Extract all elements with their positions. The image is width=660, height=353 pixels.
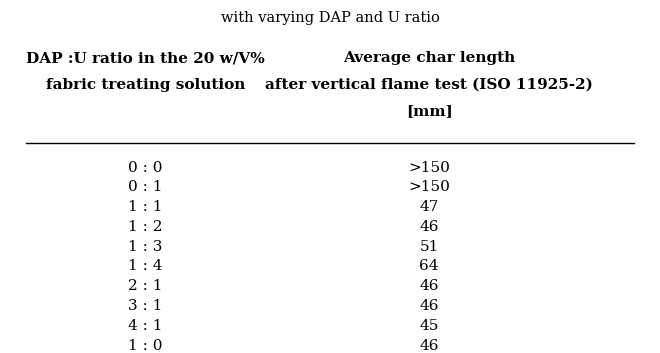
Text: >150: >150	[408, 180, 450, 195]
Text: 2 : 1: 2 : 1	[128, 279, 162, 293]
Text: 1 : 2: 1 : 2	[128, 220, 162, 234]
Text: 1 : 3: 1 : 3	[128, 240, 162, 254]
Text: [mm]: [mm]	[406, 104, 452, 118]
Text: 1 : 1: 1 : 1	[128, 200, 162, 214]
Text: 51: 51	[419, 240, 439, 254]
Text: after vertical flame test (ISO 11925-2): after vertical flame test (ISO 11925-2)	[265, 78, 593, 92]
Text: >150: >150	[408, 161, 450, 175]
Text: 0 : 1: 0 : 1	[128, 180, 162, 195]
Text: 4 : 1: 4 : 1	[128, 319, 162, 333]
Text: fabric treating solution: fabric treating solution	[46, 78, 245, 92]
Text: 64: 64	[419, 259, 439, 274]
Text: 0 : 0: 0 : 0	[128, 161, 162, 175]
Text: 3 : 1: 3 : 1	[128, 299, 162, 313]
Text: 46: 46	[419, 339, 439, 353]
Text: Average char length: Average char length	[343, 51, 515, 65]
Text: 47: 47	[419, 200, 439, 214]
Text: 46: 46	[419, 220, 439, 234]
Text: DAP :U ratio in the 20 w/V%: DAP :U ratio in the 20 w/V%	[26, 51, 265, 65]
Text: 46: 46	[419, 279, 439, 293]
Text: 1 : 4: 1 : 4	[128, 259, 162, 274]
Text: 46: 46	[419, 299, 439, 313]
Text: 45: 45	[419, 319, 439, 333]
Text: 1 : 0: 1 : 0	[128, 339, 162, 353]
Text: with varying DAP and U ratio: with varying DAP and U ratio	[220, 11, 440, 25]
